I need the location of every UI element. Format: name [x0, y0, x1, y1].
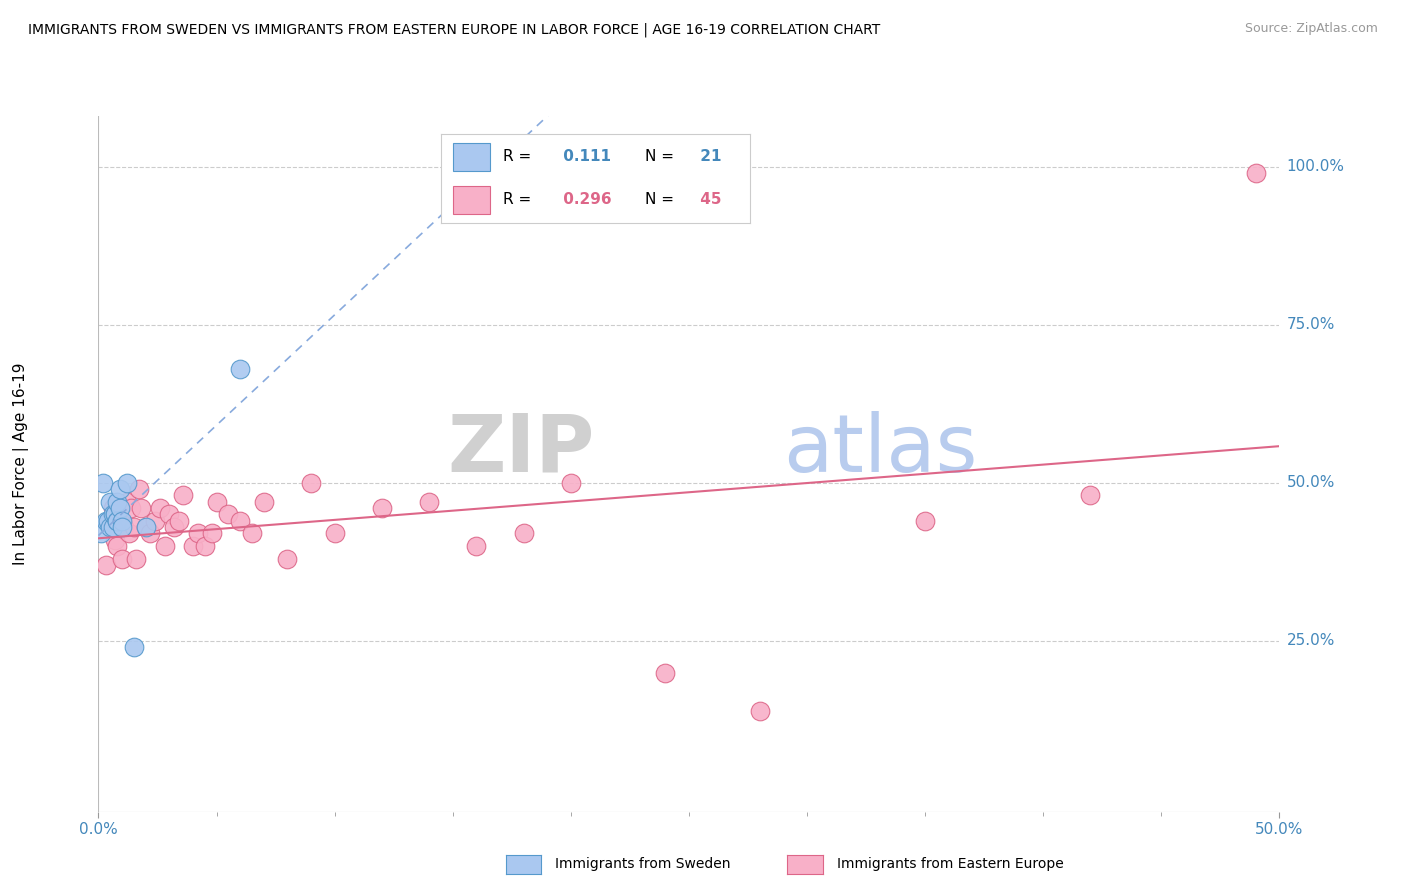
- Text: 45: 45: [695, 193, 721, 207]
- Point: [229, 362, 252, 376]
- Point: [111, 514, 134, 528]
- Text: Source: ZipAtlas.com: Source: ZipAtlas.com: [1244, 22, 1378, 36]
- Point: [94, 514, 117, 528]
- Point: [229, 514, 252, 528]
- Point: [121, 501, 143, 516]
- Text: 21: 21: [695, 150, 721, 164]
- Point: [240, 526, 263, 541]
- Text: R =: R =: [503, 150, 531, 164]
- Text: 0.111: 0.111: [558, 150, 612, 164]
- Point: [465, 539, 488, 553]
- Text: N =: N =: [645, 150, 673, 164]
- Point: [128, 482, 150, 496]
- Point: [108, 482, 131, 496]
- Point: [323, 526, 346, 541]
- Point: [1080, 488, 1102, 502]
- Point: [253, 495, 276, 509]
- Point: [187, 526, 209, 541]
- Point: [157, 508, 180, 522]
- Text: 75.0%: 75.0%: [1286, 318, 1334, 332]
- Point: [205, 495, 228, 509]
- Point: [163, 520, 186, 534]
- Point: [418, 495, 440, 509]
- Text: Immigrants from Sweden: Immigrants from Sweden: [555, 857, 731, 871]
- Point: [111, 551, 134, 566]
- Point: [139, 526, 162, 541]
- Bar: [453, 143, 491, 171]
- Point: [153, 539, 176, 553]
- Point: [512, 526, 534, 541]
- Point: [104, 508, 127, 522]
- Point: [94, 558, 117, 572]
- Point: [125, 551, 148, 566]
- Point: [371, 501, 394, 516]
- Point: [105, 495, 128, 509]
- Text: IMMIGRANTS FROM SWEDEN VS IMMIGRANTS FROM EASTERN EUROPE IN LABOR FORCE | AGE 16: IMMIGRANTS FROM SWEDEN VS IMMIGRANTS FRO…: [28, 22, 880, 37]
- Point: [201, 526, 224, 541]
- Point: [90, 526, 112, 541]
- Point: [172, 488, 194, 502]
- Point: [143, 514, 166, 528]
- Point: [98, 495, 121, 509]
- Point: [194, 539, 217, 553]
- Point: [112, 520, 135, 534]
- Point: [129, 501, 152, 516]
- Point: [135, 520, 157, 534]
- Point: [104, 533, 127, 547]
- Point: [167, 514, 190, 528]
- Point: [122, 640, 145, 655]
- Point: [560, 475, 582, 490]
- Point: [101, 520, 124, 534]
- Text: ZIP: ZIP: [447, 411, 595, 489]
- Point: [118, 526, 141, 541]
- Point: [108, 514, 131, 528]
- Point: [105, 514, 128, 528]
- Point: [217, 508, 239, 522]
- Text: atlas: atlas: [783, 411, 977, 489]
- Point: [654, 665, 676, 680]
- Point: [149, 501, 172, 516]
- Text: 100.0%: 100.0%: [1286, 159, 1344, 174]
- Text: R =: R =: [503, 193, 531, 207]
- Point: [91, 475, 114, 490]
- Point: [101, 508, 124, 522]
- Text: Immigrants from Eastern Europe: Immigrants from Eastern Europe: [837, 857, 1063, 871]
- Point: [108, 501, 131, 516]
- Point: [122, 520, 145, 534]
- Point: [115, 495, 138, 509]
- Text: 50.0%: 50.0%: [1286, 475, 1334, 491]
- Text: 0.296: 0.296: [558, 193, 612, 207]
- Point: [105, 539, 128, 553]
- Point: [111, 520, 134, 534]
- Point: [299, 475, 322, 490]
- Point: [104, 508, 127, 522]
- Point: [914, 514, 936, 528]
- Text: N =: N =: [645, 193, 673, 207]
- Point: [276, 551, 298, 566]
- Point: [98, 520, 121, 534]
- Bar: [453, 186, 491, 214]
- Point: [97, 514, 120, 528]
- Text: In Labor Force | Age 16-19: In Labor Force | Age 16-19: [13, 362, 30, 566]
- Point: [1244, 166, 1267, 180]
- Point: [115, 475, 138, 490]
- Point: [135, 520, 157, 534]
- Text: 25.0%: 25.0%: [1286, 633, 1334, 648]
- Point: [181, 539, 204, 553]
- Point: [105, 514, 128, 528]
- Point: [101, 501, 124, 516]
- Point: [748, 704, 770, 718]
